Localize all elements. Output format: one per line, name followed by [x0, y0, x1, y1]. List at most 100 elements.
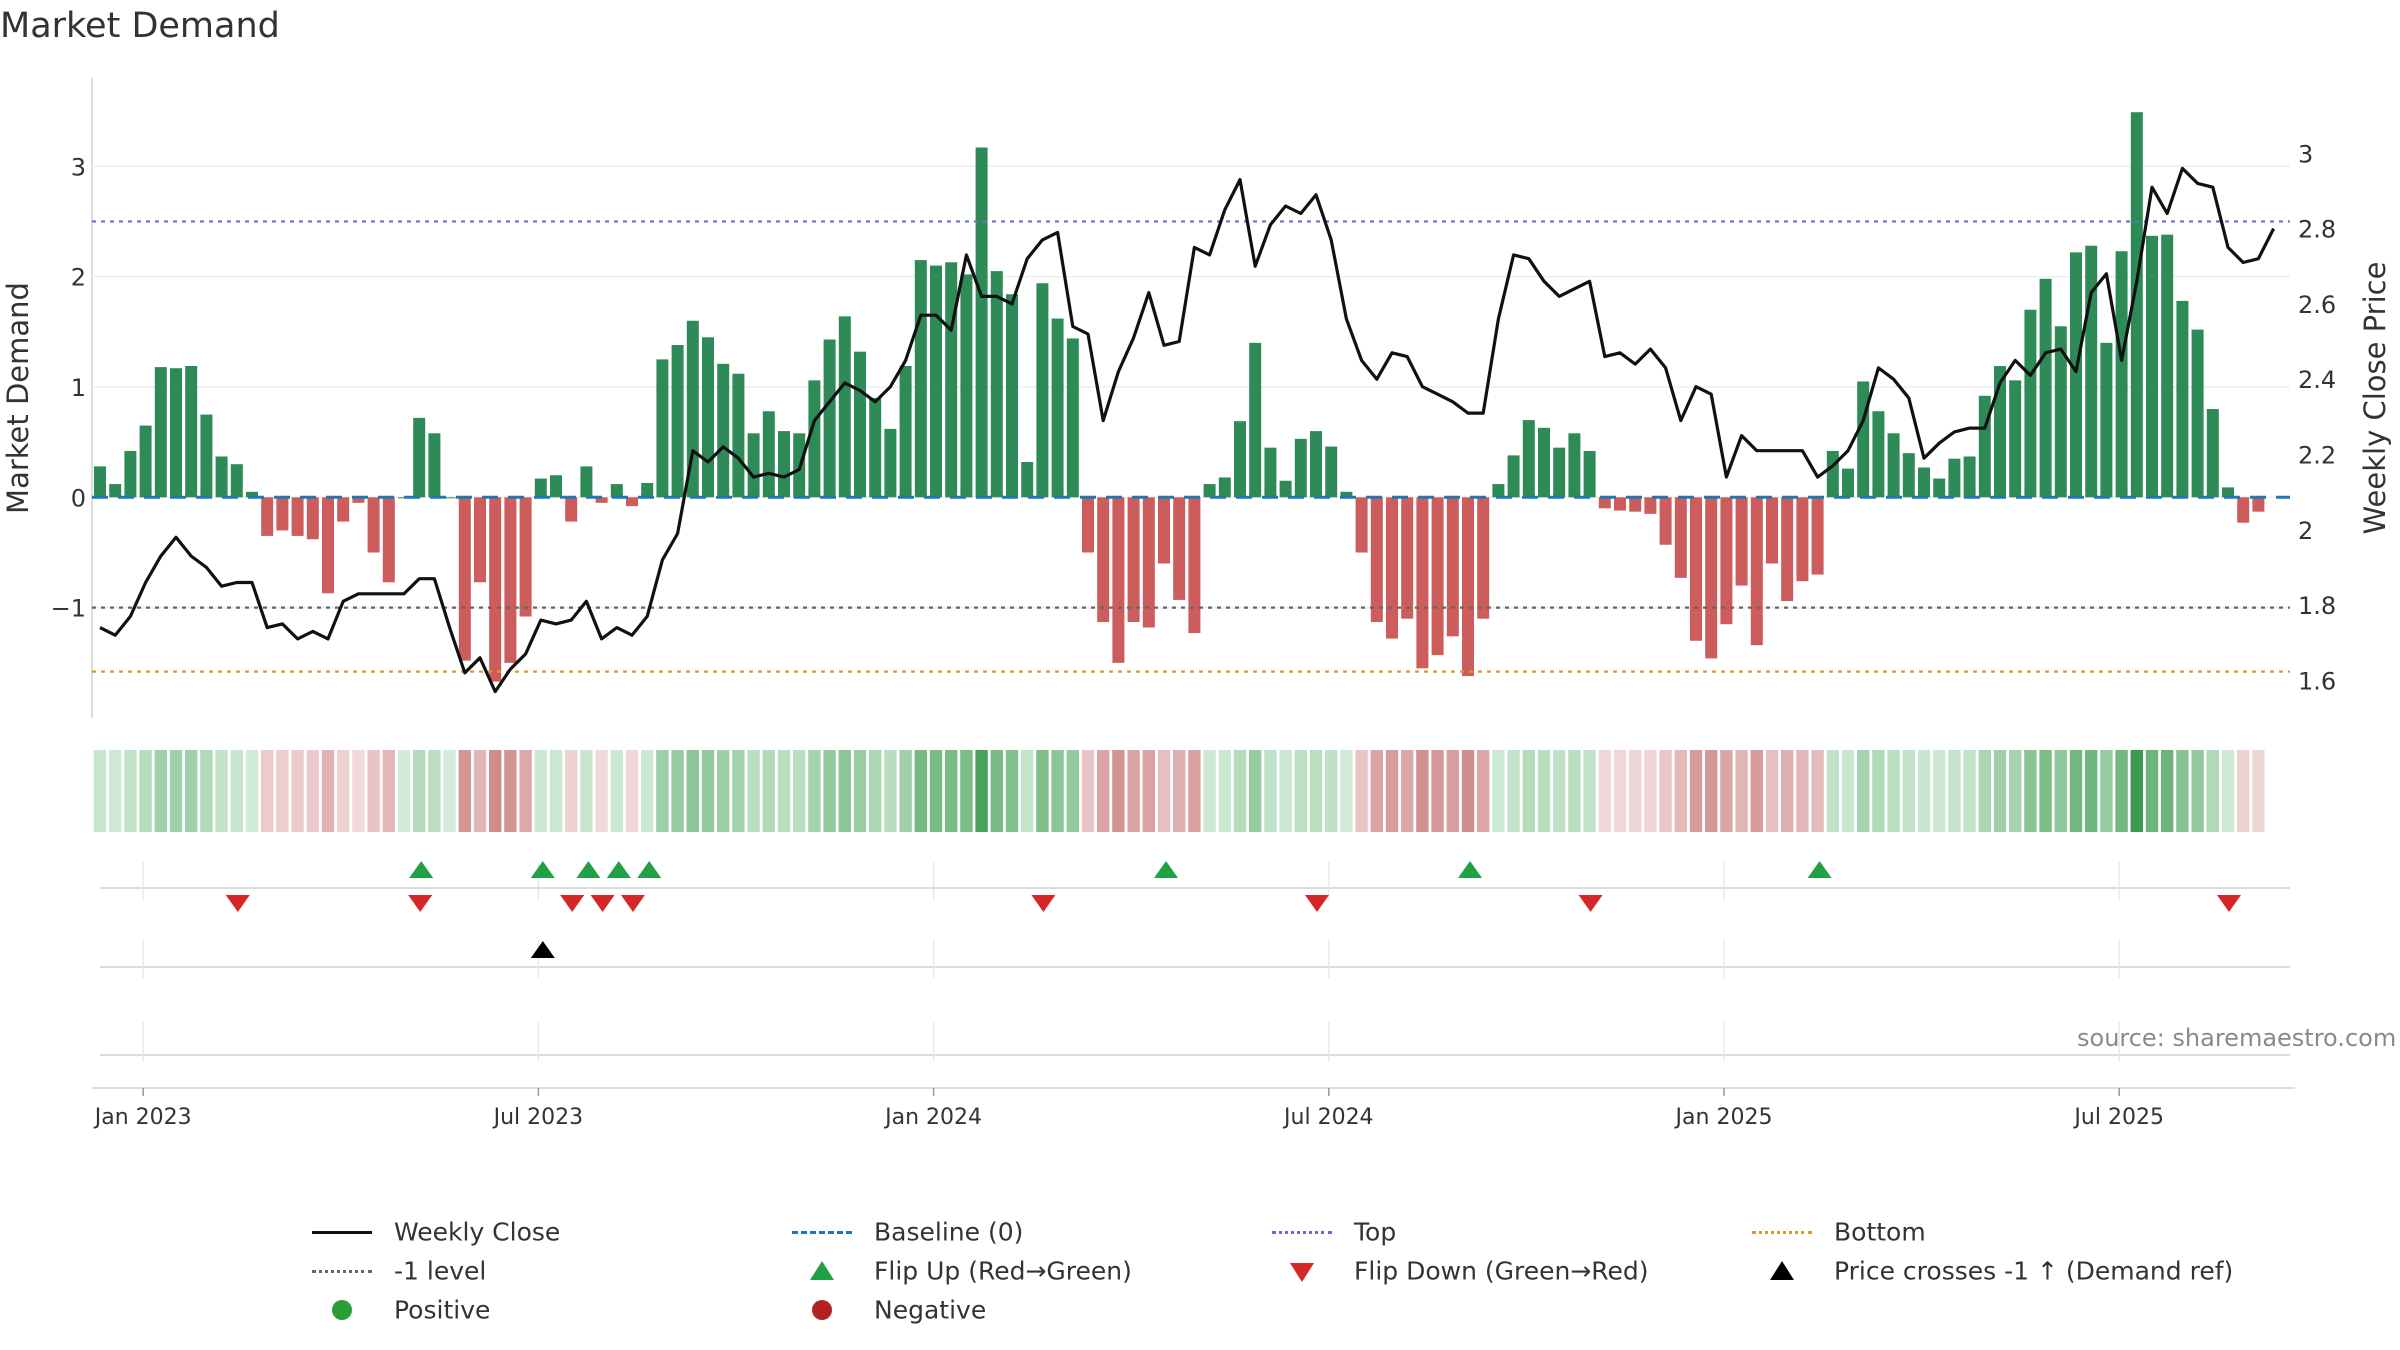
- demand-bar: [960, 274, 973, 498]
- demand-bar: [1963, 456, 1976, 498]
- demand-bar: [1674, 497, 1687, 578]
- heat-strip-cell: [1948, 750, 1961, 832]
- flip-up-marker: [1807, 861, 1832, 878]
- x-tick-label: Jul 2024: [1282, 1105, 1374, 1130]
- demand-bar: [1538, 427, 1550, 498]
- legend-label: Negative: [874, 1295, 987, 1325]
- demand-bar: [1629, 497, 1642, 512]
- demand-bar: [1553, 447, 1566, 498]
- demand-bar: [823, 339, 836, 498]
- demand-bar: [1826, 450, 1839, 498]
- demand-bar: [246, 491, 258, 498]
- y-tick-label: 1: [71, 374, 86, 402]
- demand-bar: [550, 475, 562, 498]
- demand-bar: [306, 497, 319, 540]
- demand-bar: [443, 497, 456, 499]
- demand-bar: [1735, 497, 1748, 586]
- heat-strip-cell: [1826, 750, 1839, 832]
- heat-strip-cell: [1933, 750, 1946, 832]
- y2-tick-label: 3: [2298, 140, 2313, 168]
- demand-bar: [1507, 455, 1520, 498]
- heat-strip-cell: [1005, 750, 1019, 832]
- demand-bar: [778, 431, 790, 498]
- demand-bar: [124, 450, 137, 498]
- heat-strip-cell: [245, 750, 259, 832]
- demand-bar: [2039, 278, 2052, 498]
- heat-strip-cell: [1173, 750, 1186, 832]
- demand-bar: [747, 433, 760, 498]
- demand-bar: [1112, 497, 1125, 663]
- demand-bar: [1249, 342, 1262, 498]
- heat-strip-cell: [732, 750, 745, 832]
- legend-item-flip-up: Flip Up (Red→Green): [792, 1255, 1132, 1286]
- legend-item-minus1: -1 level: [312, 1255, 486, 1286]
- demand-bar: [2130, 112, 2143, 498]
- demand-bar: [1659, 497, 1672, 545]
- weekly-close-line: [99, 166, 2276, 694]
- heat-strip-cell: [686, 750, 699, 832]
- demand-bar: [2085, 245, 2098, 498]
- demand-bar: [1158, 497, 1170, 564]
- heat-strip-cell: [853, 750, 867, 832]
- heat-strip-cell: [1188, 750, 1201, 832]
- heat-strip-cell: [610, 750, 623, 832]
- demand-bar: [261, 497, 274, 536]
- demand-bar: [1887, 433, 1900, 498]
- x-tick-label: Jul 2023: [492, 1105, 584, 1130]
- demand-bar: [671, 345, 684, 498]
- legend-item-weekly-close: Weekly Close: [312, 1216, 560, 1247]
- heat-strip-cell: [124, 750, 137, 832]
- demand-bar: [1386, 497, 1398, 639]
- heat-strip-cell: [1507, 750, 1520, 832]
- demand-bar: [975, 147, 988, 498]
- flip-down-marker: [1031, 895, 1056, 912]
- heat-strip-cell: [473, 750, 487, 832]
- heat-strip-cell: [1689, 750, 1703, 832]
- demand-bar: [626, 497, 638, 507]
- heat-strip-cell: [1811, 750, 1824, 832]
- demand-bar: [1294, 438, 1307, 498]
- demand-bar: [1127, 497, 1140, 622]
- demand-bar: [732, 373, 745, 498]
- heat-strip-cell: [1720, 750, 1733, 832]
- demand-bar: [1522, 420, 1535, 498]
- y2-tick-label: 1.6: [2298, 667, 2336, 695]
- demand-bar: [914, 260, 927, 498]
- legend-label: Bottom: [1834, 1217, 1926, 1247]
- heat-strip-cell: [838, 750, 851, 832]
- heat-strip-cell: [1553, 750, 1566, 832]
- demand-bar: [1218, 477, 1231, 498]
- heat-strip-cell: [1370, 750, 1383, 832]
- heat-strip-cell: [489, 750, 502, 832]
- flip-down-marker: [590, 895, 615, 912]
- heat-strip-cell: [1796, 750, 1809, 832]
- heat-strip-cell: [534, 750, 547, 832]
- demand-bar: [337, 497, 350, 522]
- demand-bar: [1918, 467, 1930, 498]
- heat-strip-cell: [261, 750, 274, 832]
- heat-strip-cell: [1279, 750, 1292, 832]
- demand-bar: [1340, 491, 1353, 498]
- legend-item-price-cross: Price crosses -1 ↑ (Demand ref): [1752, 1255, 2233, 1286]
- demand-bar: [1431, 497, 1444, 656]
- heat-strip-cell: [1340, 750, 1353, 832]
- demand-bar: [565, 497, 578, 522]
- demand-bar: [1842, 468, 1854, 498]
- heat-strip-cell: [2039, 750, 2052, 832]
- demand-bar: [534, 478, 547, 498]
- demand-bar: [139, 425, 152, 498]
- demand-bar: [1446, 497, 1459, 637]
- heat-strip-cell: [1416, 750, 1429, 832]
- heat-strip-cell: [1142, 750, 1155, 832]
- heat-strip-cell: [793, 750, 806, 832]
- y2-tick-label: 2.8: [2298, 216, 2336, 244]
- heat-strip-cell: [1735, 750, 1748, 832]
- flip-down-marker: [621, 895, 645, 912]
- market-demand-chart: −1 0 1 2 3 1.6 1.8 2 2.2 2.4 2.6 2.8 3 Market Demand W…: [1, 78, 2392, 1130]
- demand-bar: [838, 316, 851, 498]
- flip-up-marker: [576, 861, 601, 878]
- heat-strip-cell: [1066, 750, 1079, 832]
- heat-strip-cell: [2069, 750, 2083, 832]
- heat-strip-cell: [960, 750, 973, 832]
- heat-strip-cell: [1446, 750, 1459, 832]
